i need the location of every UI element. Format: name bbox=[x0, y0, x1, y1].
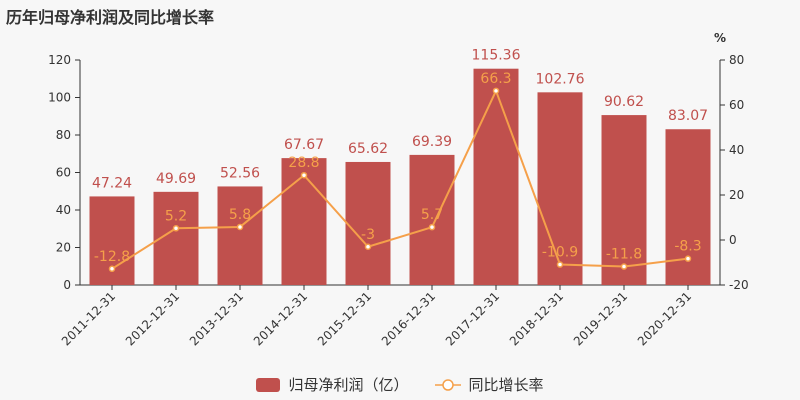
line-value-label: 5.2 bbox=[165, 208, 187, 224]
x-tick-label: 2016-12-31 bbox=[379, 289, 438, 348]
x-tick-label: 2019-12-31 bbox=[571, 289, 630, 348]
left-tick-label: 100 bbox=[48, 91, 71, 105]
bar bbox=[473, 68, 519, 285]
x-tick-label: 2020-12-31 bbox=[635, 289, 694, 348]
right-tick-label: -20 bbox=[729, 278, 749, 292]
x-tick-label: 2011-12-31 bbox=[59, 289, 118, 348]
bar-value-label: 67.67 bbox=[284, 137, 324, 153]
left-tick-label: 120 bbox=[48, 53, 71, 67]
bar-value-label: 49.69 bbox=[156, 171, 196, 187]
line-value-label: 66.3 bbox=[480, 71, 511, 87]
line-value-label: -8.3 bbox=[674, 239, 701, 255]
right-tick-label: 60 bbox=[729, 98, 744, 112]
line-value-label: -12.8 bbox=[94, 249, 130, 265]
left-tick-label: 0 bbox=[63, 278, 71, 292]
bar-value-label: 65.62 bbox=[348, 141, 388, 157]
x-tick-label: 2017-12-31 bbox=[443, 289, 502, 348]
bar-value-label: 52.56 bbox=[220, 165, 260, 181]
line-point bbox=[172, 225, 180, 232]
bar bbox=[409, 154, 455, 285]
right-tick-label: 20 bbox=[729, 188, 744, 202]
right-tick-label: 0 bbox=[729, 233, 737, 247]
left-tick-label: 40 bbox=[56, 203, 71, 217]
line-value-label: 28.8 bbox=[288, 155, 319, 171]
legend-bar-swatch bbox=[256, 377, 281, 392]
bar bbox=[537, 92, 583, 285]
x-tick-label: 2018-12-31 bbox=[507, 289, 566, 348]
line-point bbox=[620, 263, 628, 270]
line-value-label: -11.8 bbox=[606, 247, 642, 263]
right-tick-label: 80 bbox=[729, 53, 744, 67]
legend-item-line[interactable]: 同比增长率 bbox=[434, 374, 544, 395]
x-tick-label: 2015-12-31 bbox=[315, 289, 374, 348]
growth-line bbox=[111, 88, 689, 270]
legend-line-label: 同比增长率 bbox=[468, 376, 544, 394]
bar bbox=[281, 158, 327, 285]
line-value-label: -3 bbox=[361, 227, 375, 243]
bar-value-label: 90.62 bbox=[604, 94, 644, 110]
chart-title: 历年归母净利润及同比增长率 bbox=[6, 8, 215, 27]
bar-value-label: 115.36 bbox=[472, 48, 521, 64]
left-tick-label: 80 bbox=[56, 128, 71, 142]
line-point bbox=[300, 171, 308, 179]
line-value-label: 5.8 bbox=[229, 207, 251, 223]
line-point bbox=[684, 255, 692, 262]
line-value-label: -10.9 bbox=[542, 245, 578, 261]
x-tick-label: 2012-12-31 bbox=[123, 289, 182, 348]
legend-bar-label: 归母净利润（亿） bbox=[288, 376, 409, 394]
legend-line-swatch bbox=[434, 378, 461, 391]
right-tick-label: 40 bbox=[729, 143, 744, 157]
line-point bbox=[428, 223, 436, 231]
legend: 归母净利润（亿） 同比增长率 bbox=[0, 374, 800, 395]
bar-value-label: 47.24 bbox=[92, 175, 132, 191]
line-point bbox=[364, 243, 372, 250]
right-axis-unit: % bbox=[714, 31, 726, 45]
bar bbox=[217, 186, 263, 285]
line-value-label: 5.7 bbox=[421, 207, 443, 223]
bar bbox=[345, 161, 391, 285]
line-point bbox=[492, 87, 500, 95]
legend-item-bar[interactable]: 归母净利润（亿） bbox=[256, 374, 409, 395]
x-tick-label: 2014-12-31 bbox=[251, 289, 310, 348]
left-tick-label: 60 bbox=[56, 166, 71, 180]
line-point bbox=[556, 261, 564, 268]
bar-value-label: 83.07 bbox=[668, 108, 708, 124]
bar-value-label: 102.76 bbox=[536, 71, 585, 87]
line-point bbox=[236, 223, 244, 231]
bar-value-label: 69.39 bbox=[412, 134, 452, 150]
left-tick-label: 20 bbox=[56, 241, 71, 255]
bar bbox=[601, 115, 647, 286]
x-tick-label: 2013-12-31 bbox=[187, 289, 246, 348]
line-point bbox=[108, 265, 116, 273]
